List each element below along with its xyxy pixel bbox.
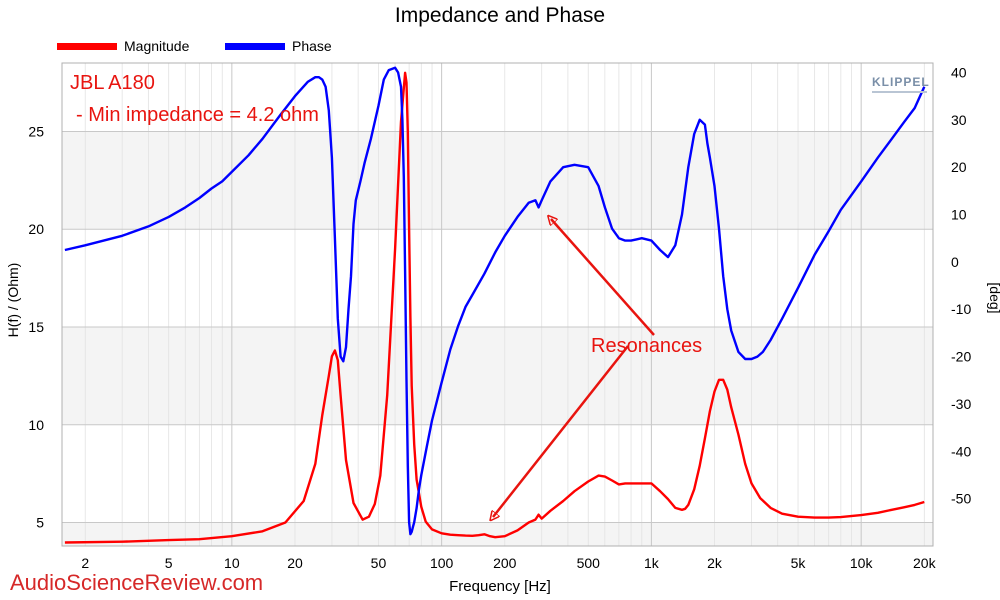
x-tick-label: 100 [430,555,454,571]
y-tick-label: 20 [28,221,44,237]
y-tick-labels: 5 10 15 20 25 [28,123,44,530]
y-tick-label: 15 [28,319,44,335]
x-tick-label: 1k [644,555,660,571]
legend-item-magnitude: Magnitude [57,38,189,54]
legend-swatch-magnitude [57,42,117,50]
series-line-phase [64,66,926,536]
y-right-tick-label: -50 [951,491,971,507]
watermark: AudioScienceReview.com [10,570,264,595]
y-right-tick-label: 10 [951,207,967,223]
y-right-tick-labels: -50 -40 -30 -20 -10 0 10 20 30 40 [951,64,971,506]
y-tick-label: 25 [28,123,44,139]
plot-frame [61,62,934,547]
x-tick-label: 200 [493,555,517,571]
x-tick-label: 20k [913,555,937,571]
x-axis-label: Frequency [Hz] [449,578,551,595]
legend-label-magnitude: Magnitude [124,38,190,54]
y-right-tick-label: -40 [951,443,971,459]
x-tick-label: 10 [224,555,240,571]
x-tick-label: 5k [791,555,807,571]
background-band [62,522,933,546]
y-right-tick-label: -30 [951,396,971,412]
chart-title: Impedance and Phase [394,4,606,27]
series-line-magnitude [64,71,925,544]
annotation-arrows [493,219,655,517]
y-right-tick-label: -10 [951,301,971,317]
x-tick-labels: 2 5 10 20 50 100 200 500 1k 2k 5k 10k 20k [81,555,936,571]
legend-label-phase: Phase [292,38,332,54]
y-right-tick-label: 30 [951,112,967,128]
plot-border [61,62,934,547]
annotation-resonances: Resonances [591,335,703,357]
klippel-logo-text: KLIPPEL [872,75,930,89]
y-right-tick-label: -20 [951,349,971,365]
arrow-to-magnitude-resonance [493,345,629,517]
background-bands [62,131,933,546]
x-tick-label: 2 [81,555,89,571]
klippel-logo-bar [872,91,927,93]
x-tick-label: 5 [165,555,173,571]
arrow-to-phase-resonance [551,219,655,336]
annotation-model-name: JBL A180 [70,72,155,94]
klippel-logo: KLIPPEL [872,75,930,93]
x-tick-label: 2k [707,555,723,571]
annotation-min-impedance: - Min impedance = 4.2 ohm [76,104,319,126]
x-tick-label: 50 [371,555,387,571]
x-tick-label: 500 [577,555,601,571]
y-axis-label-right: [deg] [987,282,1000,314]
y-right-tick-label: 40 [951,64,967,80]
y-tick-label: 5 [36,515,44,531]
y-axis-label-left: H(f) / (Ohm) [5,262,21,338]
legend-swatch-phase [225,42,285,50]
background-band [62,326,933,425]
y-right-tick-label: 0 [951,254,959,270]
series-layer [64,66,926,544]
y-tick-label: 10 [28,417,44,433]
x-tick-label: 10k [850,555,874,571]
legend-item-phase: Phase [225,38,332,54]
x-tick-label: 20 [287,555,303,571]
y-right-tick-label: 20 [951,159,967,175]
background-band [62,131,933,230]
grid-lines [62,63,933,546]
